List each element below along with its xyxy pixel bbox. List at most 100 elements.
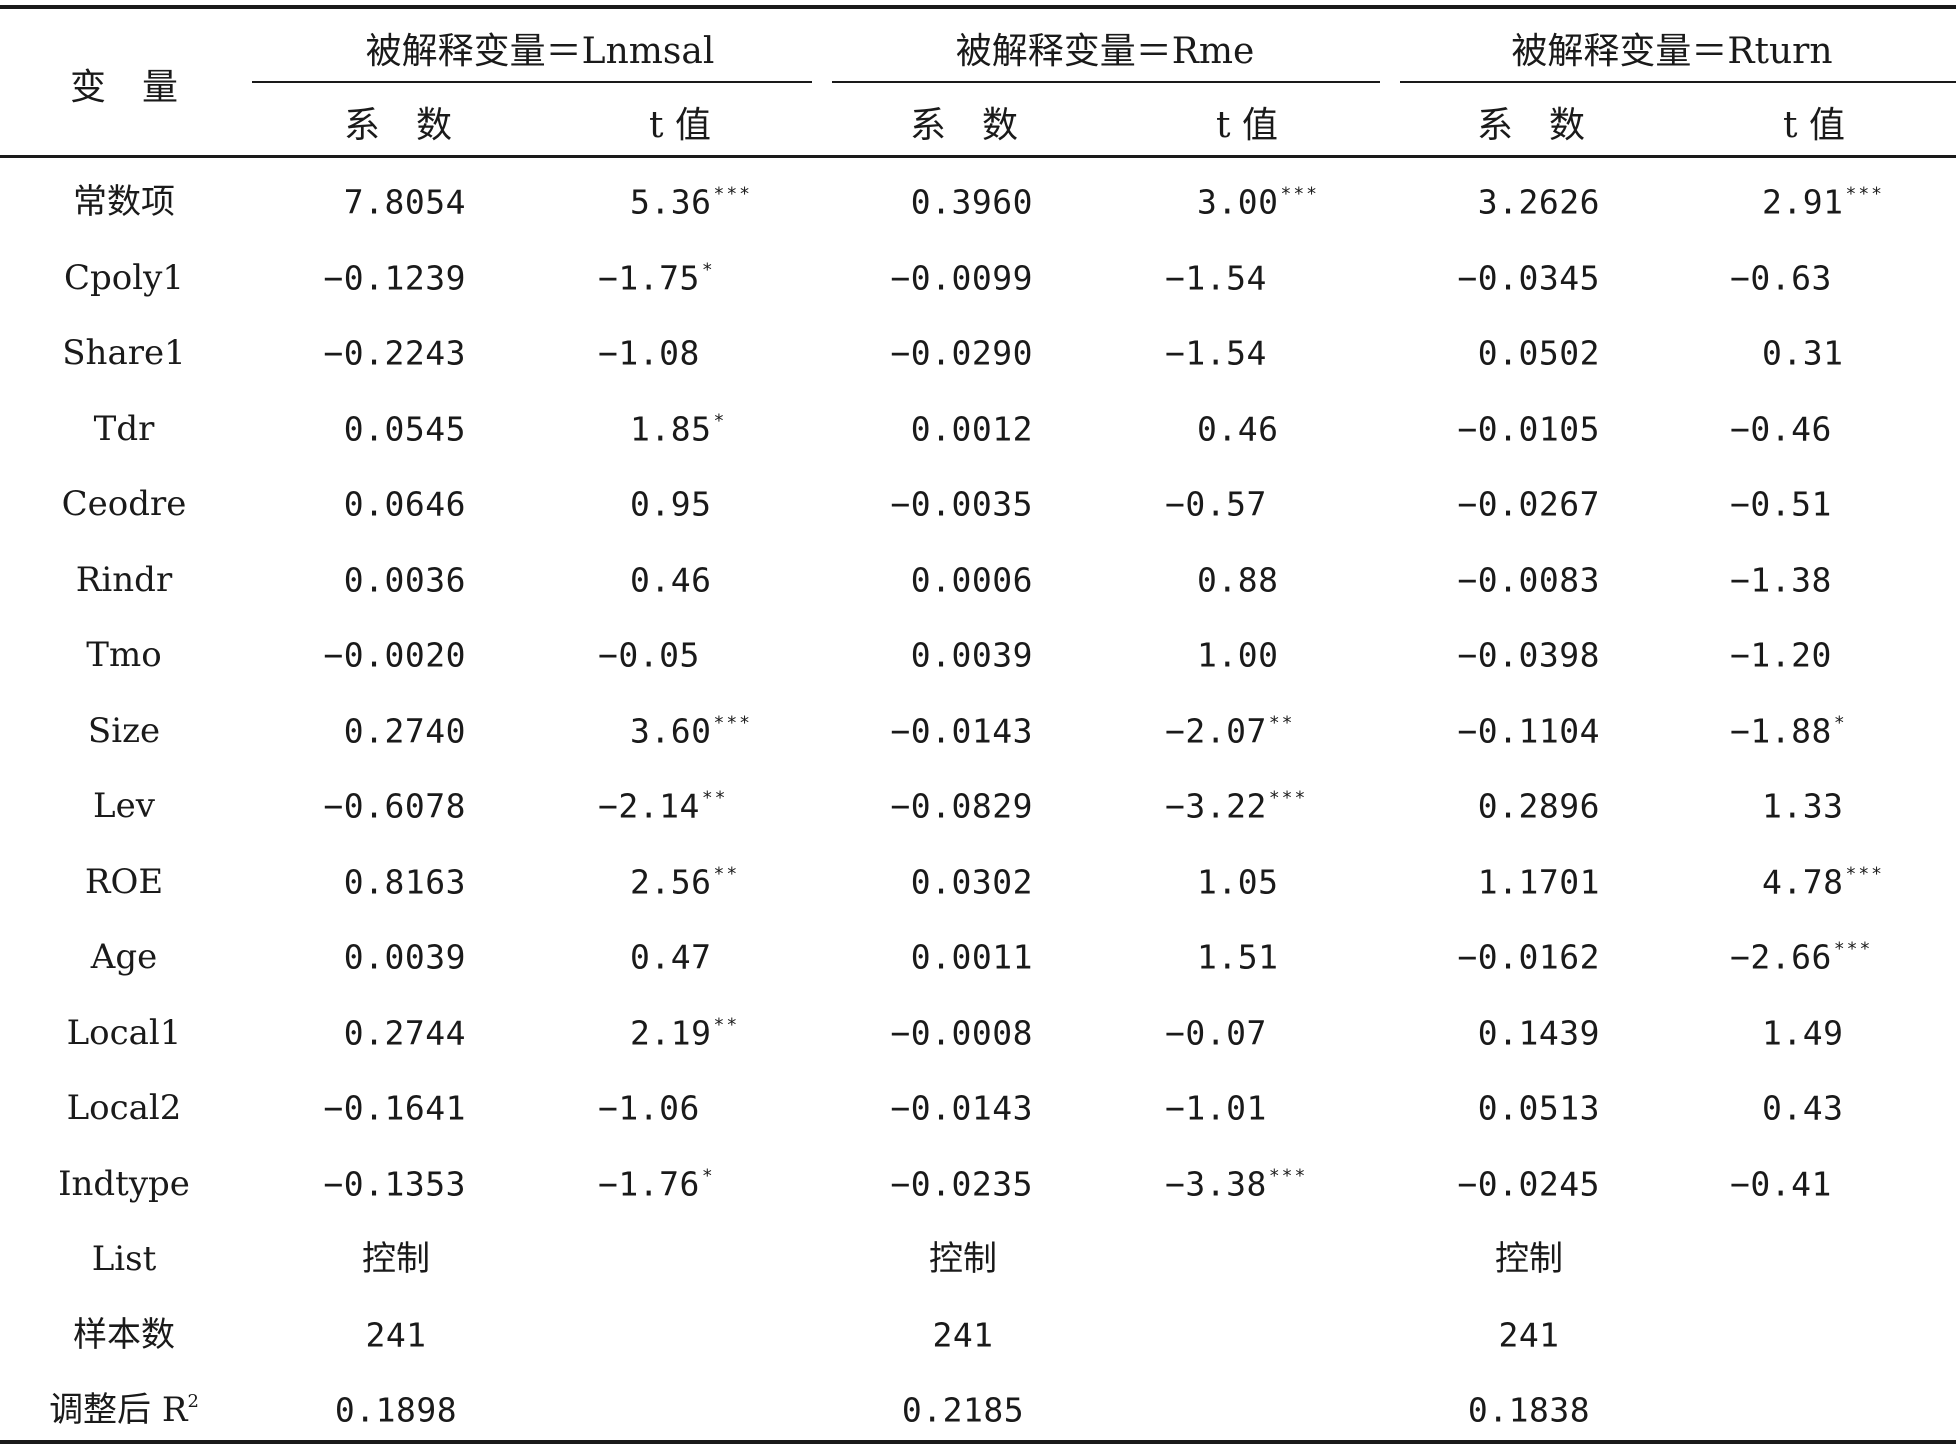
coef-cell: 0.2740	[343, 711, 466, 750]
t-value: 1.85	[630, 409, 712, 448]
significance-stars: **	[701, 787, 728, 809]
t-value: −3.38	[1165, 1164, 1267, 1203]
coef-cell: −0.2243	[323, 333, 466, 373]
t-cell: 0.46	[630, 563, 711, 596]
coef-cell: 0.0513	[1477, 1088, 1600, 1128]
significance-stars: ***	[1280, 183, 1319, 205]
t-cell: 1.05	[1197, 865, 1278, 898]
significance-stars: ***	[1845, 863, 1884, 884]
row-label: Cpoly1	[64, 257, 184, 298]
coef-cell: 241	[932, 1315, 994, 1354]
coef-cell: 控制	[1495, 1239, 1563, 1279]
t-value: 2.56	[630, 862, 712, 901]
significance-stars: ***	[1268, 1165, 1308, 1186]
coef-cell: 7.8054	[343, 182, 466, 222]
t-cell: 5.36 ***	[630, 185, 752, 219]
significance-stars: ***	[1268, 787, 1308, 809]
significance-stars: ***	[1845, 183, 1884, 205]
t-header-rturn: t 值	[1783, 105, 1845, 146]
t-value: −1.54	[1165, 258, 1267, 297]
header-bottom-rule	[0, 155, 1956, 158]
t-cell: −3.38 ***	[1165, 1164, 1308, 1203]
t-value: −0.46	[1730, 409, 1832, 448]
t-cell: −1.38	[1730, 563, 1832, 596]
t-cell: −3.22 ***	[1165, 787, 1308, 823]
t-cell: −0.07	[1165, 1016, 1267, 1049]
coef-cell: −0.0143	[890, 1088, 1033, 1128]
coef-cell: 0.3960	[910, 182, 1033, 222]
coef-cell: −0.1104	[1457, 711, 1600, 750]
coef-cell: 0.0545	[343, 409, 466, 448]
t-value: −2.66	[1730, 937, 1832, 977]
coef-cell: 241	[365, 1315, 427, 1354]
row-label: Lev	[93, 786, 155, 826]
coef-cell: −0.6078	[323, 786, 466, 826]
t-cell: 4.78 ***	[1762, 863, 1884, 899]
coef-cell: −0.0008	[890, 1013, 1033, 1052]
t-cell: −0.41	[1730, 1167, 1832, 1200]
t-cell: 2.19 **	[630, 1013, 739, 1052]
coef-cell: −0.0235	[890, 1164, 1033, 1203]
t-cell: −1.54	[1165, 261, 1267, 294]
coef-cell: 0.1439	[1477, 1013, 1600, 1052]
t-value: −1.01	[1165, 1088, 1267, 1128]
t-value: −1.54	[1165, 333, 1267, 373]
coef-cell: 0.0646	[343, 484, 466, 524]
t-value: −0.05	[598, 635, 700, 675]
significance-stars: *	[713, 410, 727, 431]
row-label: Ceodre	[61, 484, 187, 524]
coef-cell: 0.0036	[343, 560, 466, 599]
t-value: −1.06	[598, 1088, 700, 1128]
row-label: Tdr	[93, 408, 155, 449]
t-value: 2.91	[1762, 182, 1844, 222]
coef-header-rme: 系 数	[909, 105, 1019, 146]
coef-cell: 0.1898	[334, 1390, 458, 1430]
t-cell: 0.46	[1197, 412, 1278, 445]
coef-cell: 1.1701	[1477, 862, 1600, 901]
row-label: Share1	[62, 333, 186, 373]
coef-header-lnmsal: 系 数	[343, 105, 453, 146]
coef-cell: −0.1239	[323, 258, 466, 297]
t-value: −0.57	[1165, 484, 1267, 524]
significance-stars: ***	[1833, 938, 1873, 960]
t-value: 1.33	[1762, 786, 1844, 826]
t-value: 0.43	[1762, 1088, 1844, 1128]
row-label: ROE	[84, 861, 164, 902]
t-value: 2.19	[630, 1013, 712, 1052]
coef-cell: −0.0035	[890, 484, 1033, 524]
t-cell: 0.95	[630, 488, 711, 521]
t-cell: 3.60 ***	[630, 714, 752, 748]
coef-cell: 0.0039	[343, 937, 466, 977]
t-cell: −0.63	[1730, 261, 1832, 294]
coef-cell: 0.0006	[910, 560, 1033, 599]
t-value: −1.88	[1730, 711, 1832, 750]
t-cell: −1.54	[1165, 337, 1267, 370]
coef-cell: −0.0143	[890, 711, 1033, 750]
t-value: −0.63	[1730, 258, 1832, 297]
t-cell: −0.57	[1165, 488, 1267, 521]
coef-header-rturn: 系 数	[1476, 105, 1586, 146]
t-cell: −1.06	[598, 1092, 700, 1125]
t-cell: 0.88	[1197, 563, 1278, 596]
group-underline-rturn	[1400, 81, 1956, 83]
t-value: −1.76	[598, 1164, 700, 1203]
t-cell: −1.01	[1165, 1092, 1267, 1125]
coef-cell: −0.0290	[890, 333, 1033, 373]
significance-stars: *	[701, 259, 715, 280]
coef-cell: 3.2626	[1477, 182, 1600, 222]
coef-cell: 0.2185	[901, 1390, 1025, 1430]
significance-stars: *	[701, 1165, 715, 1186]
group-title-rme: 被解释变量＝Rme	[955, 31, 1255, 72]
t-cell: −1.76 *	[598, 1164, 715, 1203]
coef-cell: 0.0011	[910, 937, 1033, 977]
row-label: Age	[90, 937, 158, 977]
coef-cell: 0.2896	[1477, 786, 1600, 826]
row-label: Tmo	[86, 635, 162, 675]
t-cell: 1.85 *	[630, 409, 727, 448]
t-value: 0.95	[630, 484, 712, 524]
coef-cell: −0.0267	[1457, 484, 1600, 524]
t-cell: 0.31	[1762, 337, 1843, 370]
row-label-text: 调整后 R	[49, 1390, 188, 1430]
t-cell: −2.66 ***	[1730, 937, 1873, 977]
coef-cell: −0.1641	[323, 1088, 466, 1128]
